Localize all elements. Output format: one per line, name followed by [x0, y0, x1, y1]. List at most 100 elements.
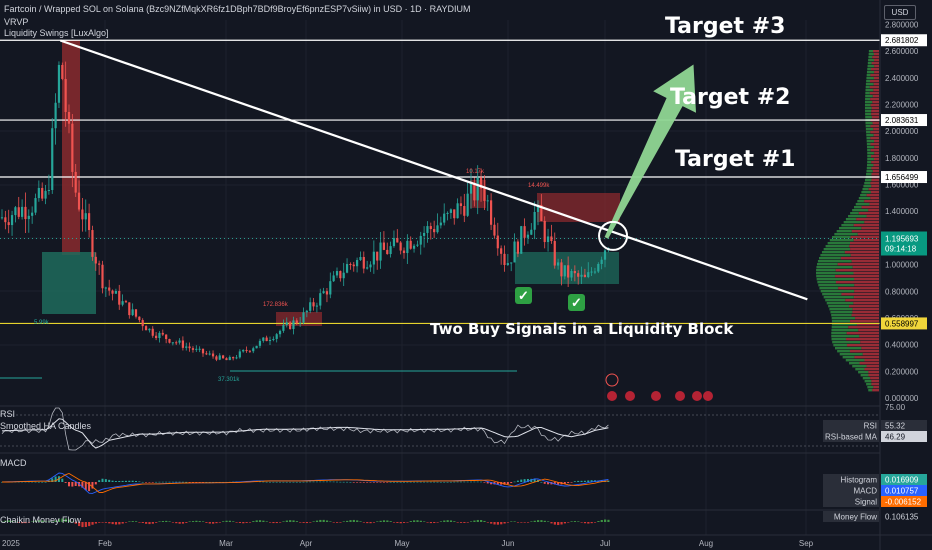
- macd-histogram-bar: [302, 481, 305, 483]
- volume-profile-bar-buy: [865, 122, 873, 125]
- money-flow-bar: [145, 522, 148, 524]
- money-flow-bar: [493, 522, 496, 525]
- rsi-ma-value: 46.29: [885, 433, 906, 442]
- candle-body: [429, 226, 432, 230]
- volume-profile-bar-buy: [864, 179, 872, 182]
- candle-body: [359, 256, 362, 261]
- money-flow-bar: [399, 522, 402, 524]
- macd-title[interactable]: MACD: [0, 458, 27, 468]
- money-flow-bar: [68, 519, 71, 522]
- candle-body: [181, 340, 184, 348]
- money-flow-bar: [1, 521, 4, 522]
- volume-profile-bar-sell: [872, 101, 879, 104]
- candle-body: [329, 281, 332, 295]
- volume-profile-bar-buy: [866, 170, 873, 173]
- candle-body: [171, 342, 174, 344]
- money-flow-bar: [238, 522, 242, 523]
- macd-histogram-bar: [349, 481, 352, 483]
- volume-profile-bar-sell: [852, 308, 879, 311]
- pivot-label-2: 10.17k: [466, 169, 485, 175]
- volume-profile-bar-sell: [870, 125, 879, 128]
- money-flow-label-bg: [823, 511, 879, 522]
- macd-histogram-bar: [61, 478, 64, 482]
- candle-body: [577, 273, 580, 277]
- volume-profile-bar-buy: [866, 167, 872, 170]
- money-flow-bar: [319, 519, 322, 522]
- macd-histogram-bar: [121, 480, 124, 482]
- volume-profile-bar-buy: [858, 197, 871, 200]
- volume-profile-bar-buy: [829, 308, 853, 311]
- macd-histogram-bar: [496, 482, 499, 485]
- candle-body: [483, 188, 486, 201]
- macd-histogram-bar: [389, 481, 392, 483]
- macd-histogram-bar: [449, 481, 452, 483]
- rsi-title[interactable]: RSI: [0, 409, 16, 419]
- candle-body: [339, 271, 342, 279]
- indicator-liquidity-swings[interactable]: Liquidity Swings [LuxAlgo]: [4, 28, 109, 38]
- macd-histogram-bar: [188, 482, 191, 483]
- money-flow-bar: [573, 521, 577, 522]
- macd-histogram-bar: [168, 481, 171, 483]
- candle-body: [500, 248, 503, 254]
- candle-body: [81, 209, 84, 220]
- volume-profile-bar-sell: [866, 215, 879, 218]
- money-flow-bar: [114, 522, 118, 525]
- volume-profile-bar-buy: [867, 161, 872, 164]
- money-flow-bar: [356, 520, 359, 522]
- macd-histogram-bar: [526, 479, 529, 482]
- volume-profile-bar-buy: [826, 302, 854, 305]
- candle-body: [600, 259, 603, 264]
- volume-profile-bar-sell: [873, 89, 879, 92]
- indicator-vrvp[interactable]: VRVP: [4, 17, 29, 27]
- money-flow-bar: [419, 520, 422, 522]
- volume-profile-bar-sell: [871, 173, 879, 176]
- volume-profile-bar-sell: [854, 284, 879, 287]
- macd-histogram-bar: [436, 481, 439, 483]
- macd-histogram-bar: [114, 481, 117, 482]
- rsi-subtitle[interactable]: Smoothed HA Candles: [0, 421, 92, 431]
- volume-profile-bar-sell: [852, 266, 879, 269]
- volume-profile-bar-sell: [864, 359, 879, 362]
- price-tick-6: 1.600000: [885, 181, 919, 190]
- volume-profile-bar-sell: [850, 320, 879, 323]
- macd-histogram-bar: [359, 482, 362, 483]
- chart-title[interactable]: Fartcoin / Wrapped SOL on Solana (Bzc9NZ…: [4, 4, 471, 14]
- money-flow-bar: [54, 520, 57, 522]
- volume-profile-bar-buy: [825, 299, 846, 302]
- macd-histogram-bar: [332, 481, 335, 483]
- money-flow-bar: [141, 522, 144, 523]
- money-flow-bar: [4, 520, 7, 522]
- macd-histogram-bar: [480, 481, 483, 483]
- candle-body: [426, 226, 429, 233]
- money-flow-bar: [433, 522, 436, 524]
- macd-histogram-bar: [356, 482, 359, 483]
- money-flow-bar: [225, 520, 228, 522]
- currency-button[interactable]: USD: [884, 5, 916, 20]
- candle-body: [587, 272, 590, 278]
- money-flow-bar: [34, 520, 37, 522]
- volume-profile-bar-buy: [817, 263, 838, 266]
- macd-histogram-bar: [299, 481, 302, 483]
- candle-body: [533, 211, 536, 230]
- macd-histogram-bar: [439, 481, 442, 483]
- macd-histogram-bar: [135, 481, 137, 482]
- macd-histogram-bar: [557, 482, 560, 485]
- volume-profile-bar-buy: [843, 221, 865, 224]
- grid: [0, 20, 880, 535]
- cmf-title[interactable]: Chaikin Money Flow: [0, 515, 82, 525]
- candle-body: [289, 322, 292, 330]
- macd-histogram-bar: [148, 482, 151, 483]
- macd-histogram-bar: [151, 482, 154, 483]
- money-flow-bar: [11, 520, 14, 522]
- candle-body: [188, 346, 191, 349]
- pivot-label-3: 14.499k: [528, 183, 550, 189]
- macd-histogram-bar: [145, 482, 148, 483]
- volume-profile-bar-buy: [827, 242, 850, 245]
- money-flow-bar: [386, 520, 389, 522]
- countdown-text: 09:14:18: [885, 244, 917, 253]
- volume-profile-bar-buy: [864, 107, 872, 110]
- volume-profile-bar-sell: [851, 230, 879, 233]
- candle-body: [520, 226, 523, 254]
- volume-profile-bar-sell: [873, 164, 879, 167]
